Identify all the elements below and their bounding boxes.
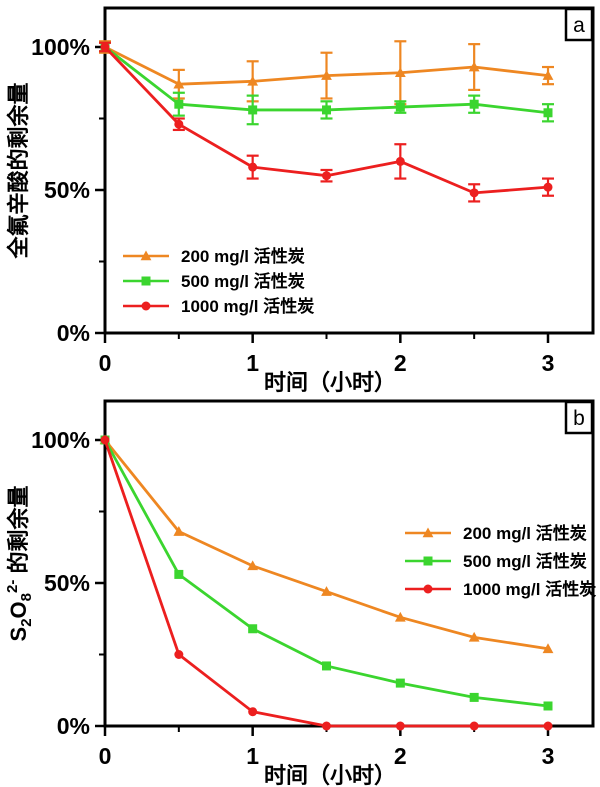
- data-point-marker: [247, 560, 259, 571]
- data-point-marker: [248, 707, 258, 717]
- x-axis-tick-label: 0: [99, 350, 112, 376]
- panel-b-chart: 0% 50% 100% 0 1 2 3 时间（小时） S2O82- 的剩余量 200 mg/l 活…: [0, 393, 600, 787]
- data-point-marker: [322, 661, 331, 671]
- x-axis-tick-label: 0: [99, 743, 112, 769]
- y-axis-tick-label: 0%: [57, 320, 90, 346]
- data-point-marker: [469, 188, 479, 198]
- data-point-marker: [394, 67, 406, 78]
- panel-label-box: [564, 400, 594, 435]
- data-point-marker: [395, 721, 405, 731]
- data-point-marker: [395, 156, 405, 166]
- x-axis-tick-label: 2: [394, 350, 407, 376]
- legend-swatch-marker: [141, 301, 151, 311]
- data-point-marker: [543, 108, 553, 118]
- legend-swatch-marker: [422, 527, 434, 538]
- data-point-marker: [395, 102, 405, 112]
- data-point-marker: [173, 526, 185, 536]
- data-point-marker: [543, 701, 553, 711]
- plot-frame: [103, 6, 595, 335]
- data-point-marker: [321, 586, 332, 596]
- data-point-marker: [468, 631, 480, 642]
- panel-a-chart: 0% 50% 100% 0 1 2 3 时间（小时） 全氟辛酸的剩余量 200 mg/l 活性炭 5…: [0, 0, 600, 393]
- panel-label-box: [564, 7, 594, 42]
- panel-label: a: [573, 14, 585, 37]
- data-point-marker: [322, 105, 331, 115]
- y-axis-title: 全氟辛酸的剩余量: [6, 82, 31, 259]
- data-point-marker: [543, 182, 553, 192]
- data-point-marker: [469, 721, 479, 731]
- y-axis-title: S2O82- 的剩余量: [4, 486, 35, 642]
- x-axis-title: 时间（小时）: [264, 763, 396, 787]
- data-point-marker: [174, 119, 184, 129]
- data-point-marker: [100, 42, 110, 52]
- data-point-marker: [173, 78, 185, 89]
- data-point-marker: [100, 435, 110, 445]
- data-point-marker: [542, 70, 554, 80]
- series-line: [103, 438, 550, 651]
- x-axis-title: 时间（小时）: [264, 370, 396, 393]
- data-point-marker: [321, 70, 332, 80]
- data-point-marker: [543, 721, 553, 731]
- legend-swatch-marker: [423, 584, 433, 594]
- data-point-marker: [469, 99, 479, 109]
- data-point-marker: [469, 692, 479, 702]
- data-point-marker: [174, 569, 184, 579]
- data-point-marker: [542, 643, 554, 654]
- chart-b-canvas: 0% 50% 100% 0 1 2 3 时间（小时） S2O82- 的剩余量 200 mg/l 活…: [4, 399, 596, 787]
- data-point-marker: [395, 678, 405, 688]
- legend-label: 200 mg/l 活性炭: [463, 523, 587, 543]
- legend-swatch-marker: [423, 556, 433, 566]
- panel-label: b: [573, 407, 585, 430]
- legend-label: 500 mg/l 活性炭: [463, 551, 587, 571]
- data-point-marker: [468, 61, 480, 72]
- data-point-marker: [248, 624, 258, 634]
- x-axis-tick-label: 3: [542, 743, 555, 769]
- legend-label: 200 mg/l 活性炭: [181, 246, 305, 266]
- data-point-marker: [248, 162, 258, 172]
- y-axis-tick-label: 50%: [44, 570, 90, 596]
- data-point-marker: [322, 171, 331, 181]
- legend-swatch-marker: [141, 276, 151, 286]
- data-point-marker: [322, 721, 331, 731]
- legend-label: 1000 mg/l 活性炭: [181, 296, 314, 316]
- y-axis-tick-label: 100%: [31, 427, 90, 453]
- y-axis-tick-label: 0%: [57, 713, 90, 739]
- x-axis-tick-label: 2: [394, 743, 407, 769]
- data-point-marker: [394, 611, 406, 622]
- chart-a-canvas: 0% 50% 100% 0 1 2 3 时间（小时） 全氟辛酸的剩余量 200 mg/l 活性炭 5…: [6, 6, 595, 393]
- data-point-marker: [174, 650, 184, 659]
- data-point-marker: [174, 99, 184, 109]
- legend-label: 500 mg/l 活性炭: [181, 271, 305, 291]
- y-axis-tick-label: 50%: [44, 177, 90, 203]
- data-point-marker: [248, 105, 258, 115]
- legend-swatch-marker: [140, 250, 152, 261]
- data-point-marker: [247, 75, 259, 86]
- legend-label: 1000 mg/l 活性炭: [463, 579, 596, 599]
- y-axis-tick-label: 100%: [31, 34, 90, 60]
- x-axis-tick-label: 1: [246, 743, 259, 769]
- x-axis-tick-label: 1: [246, 350, 259, 376]
- x-axis-tick-label: 3: [542, 350, 555, 376]
